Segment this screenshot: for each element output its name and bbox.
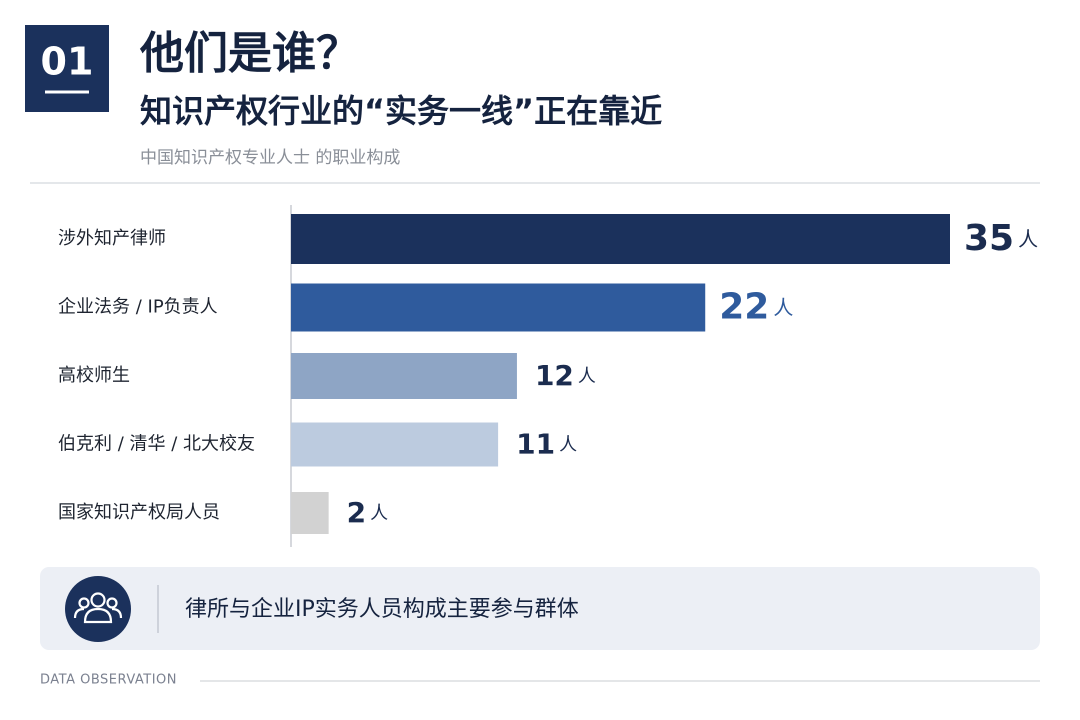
badge-number: 01: [41, 40, 94, 84]
people-icon: [73, 592, 123, 624]
bar: [291, 214, 950, 264]
caption: 中国知识产权专业人士 的职业构成: [140, 148, 400, 168]
footer-label: DATA OBSERVATION: [40, 673, 177, 688]
category-label: 国家知识产权局人员: [58, 502, 220, 523]
callout-box: [40, 567, 1040, 650]
bar: [291, 283, 706, 332]
value-number: 2: [347, 496, 366, 529]
value-unit: 人: [370, 503, 388, 524]
category-label: 企业法务 / IP负责人: [58, 297, 218, 318]
bar: [291, 353, 517, 399]
value-unit: 人: [578, 366, 596, 387]
value-unit: 人: [773, 295, 793, 319]
value-number: 22: [719, 287, 769, 328]
value-number: 11: [516, 428, 555, 461]
title: 他们是谁？: [139, 28, 360, 79]
bar: [291, 492, 329, 534]
value-number: 35: [964, 218, 1014, 259]
value-label: 22 人: [719, 287, 793, 328]
category-label: 涉外知产律师: [58, 228, 166, 249]
value-number: 12: [535, 359, 574, 392]
value-label: 11 人: [516, 428, 577, 461]
callout-text: 律所与企业IP实务人员构成主要参与群体: [185, 597, 579, 622]
value-unit: 人: [1018, 227, 1038, 251]
category-label: 伯克利 / 清华 / 北大校友: [58, 434, 255, 455]
subtitle: 知识产权行业的“实务一线”正在靠近: [140, 92, 662, 130]
value-label: 35 人: [964, 218, 1038, 259]
bar: [291, 422, 499, 467]
badge-box: [25, 25, 109, 112]
value-unit: 人: [559, 435, 577, 456]
category-label: 高校师生: [58, 365, 130, 386]
value-label: 12 人: [535, 359, 596, 392]
